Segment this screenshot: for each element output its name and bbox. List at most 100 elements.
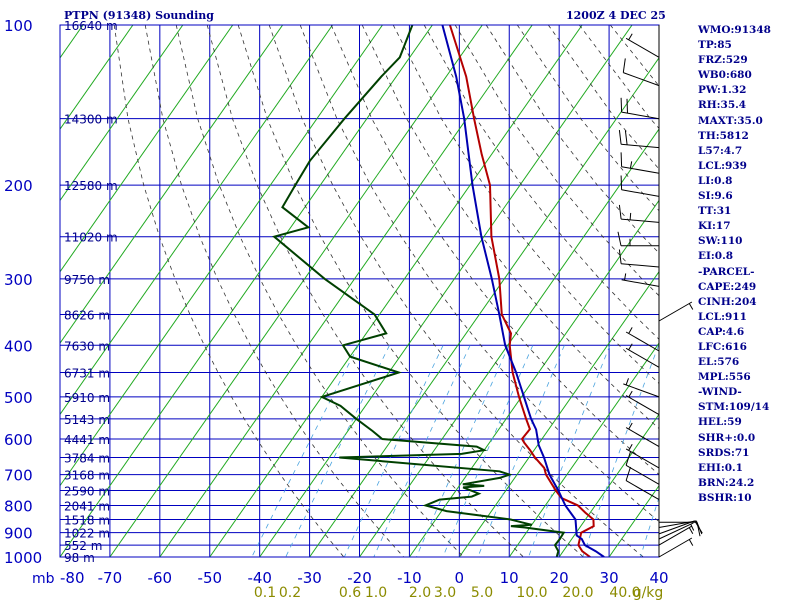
mixing-ratio-line	[251, 345, 359, 557]
skewed-isotherm	[159, 25, 533, 557]
index-item: FRZ:529	[698, 54, 748, 67]
wind-barb-flag	[625, 466, 631, 481]
temperature-tick-label: -40	[247, 569, 272, 587]
index-item: EHI:0.1	[698, 461, 743, 474]
wind-barb-half	[628, 444, 633, 451]
pressure-tick-label: 100	[4, 17, 33, 35]
wind-barb-flag	[618, 130, 622, 145]
height-label: 9750 m	[64, 273, 110, 287]
mixing-ratio-line	[477, 345, 565, 557]
wind-barb-shaft	[658, 520, 697, 528]
wind-barb-shaft	[621, 263, 660, 268]
mixing-ratio-line	[442, 345, 534, 557]
wind-barb	[658, 537, 694, 558]
index-item: LI:0.8	[698, 174, 733, 187]
temperature-tick-label: 0	[455, 569, 465, 587]
mixing-ratio-label: 0.6	[339, 585, 361, 600]
wind-barb-half	[629, 161, 633, 169]
skewed-isotherm	[60, 25, 284, 344]
skewed-isotherm	[60, 25, 433, 557]
index-item: CAPE:249	[698, 280, 757, 293]
wind-barb-shaft	[625, 347, 660, 368]
mixing-ratio-label: 5.0	[471, 585, 493, 600]
index-item: LCL:939	[698, 159, 747, 172]
grid-layer	[60, 25, 659, 557]
pressure-tick-label: 700	[4, 467, 33, 485]
skewed-isotherm	[109, 25, 483, 557]
wind-barb	[658, 301, 694, 322]
wind-barb	[625, 33, 660, 58]
wind-barb	[623, 378, 660, 398]
temperature-profile	[448, 25, 595, 557]
mixing-ratio-label: 20.0	[562, 585, 593, 600]
height-label: 3784 m	[64, 452, 110, 466]
index-item: MAXT:35.0	[698, 114, 763, 127]
index-item: SW:110	[698, 235, 743, 248]
pressure-tick-label: 1000	[4, 549, 42, 567]
wind-barb-half	[625, 378, 629, 386]
index-item: EL:576	[698, 356, 740, 369]
wind-barb-shaft	[658, 537, 693, 558]
index-item: SRDS:71	[698, 446, 750, 459]
pressure-unit-label: mb	[32, 571, 55, 587]
mixing-ratio-label: 10.0	[516, 585, 547, 600]
wind-barb-flag	[617, 231, 622, 246]
wind-barb	[621, 273, 660, 287]
wind-barb	[625, 466, 660, 501]
height-label: 12580 m	[64, 179, 118, 193]
index-item: TP:85	[698, 39, 732, 52]
wind-barb	[658, 525, 694, 546]
wind-barb-flag	[694, 520, 703, 534]
indices-panel: WMO:91348 TP:85 FRZ:529 WB0:680 PW:1.32 RH:35…	[698, 23, 771, 506]
wind-barb-shaft	[625, 448, 660, 469]
height-label: 1518 m	[64, 514, 110, 528]
sounding-datetime: 1200Z 4 DEC 25	[566, 9, 666, 22]
skewed-isotherm	[209, 25, 583, 557]
wind-barb	[620, 152, 660, 174]
wind-barb-half	[628, 343, 633, 351]
wind-barb-half	[688, 303, 694, 310]
mixing-ratio-line	[416, 345, 510, 557]
wind-barb-shaft	[621, 279, 660, 287]
wind-barb	[620, 175, 660, 197]
wind-barb	[658, 522, 695, 540]
dry-adiabat	[485, 25, 659, 254]
temperature-tick-label: -30	[297, 569, 322, 587]
wind-barb-shaft	[658, 520, 695, 535]
index-item: BSHR:10	[698, 491, 752, 504]
dry-adiabat	[237, 25, 584, 557]
mixing-ratio-label: 3.0	[434, 585, 456, 600]
height-label: 2041 m	[64, 499, 110, 513]
wind-barb-shaft	[621, 166, 660, 174]
wind-barb	[658, 520, 703, 535]
height-label: 11020 m	[64, 231, 118, 245]
skewed-isotherm	[558, 413, 659, 557]
index-item: WB0:680	[698, 69, 752, 82]
skewed-isotherm	[359, 128, 659, 557]
temperature-tick-label: -70	[98, 569, 123, 587]
temperature-tick-label: -50	[198, 569, 223, 587]
index-item: LCL:911	[698, 310, 747, 323]
wind-barb-flag	[624, 130, 628, 145]
pressure-tick-label: 600	[4, 431, 33, 449]
skewed-isotherm	[508, 342, 659, 557]
wind-barb-flag	[618, 249, 622, 264]
wind-barb-flag	[626, 98, 628, 114]
index-item: PW:1.32	[698, 84, 747, 97]
height-label: 7630 m	[64, 339, 110, 353]
wind-barb	[618, 130, 660, 149]
temperature-tick-label: -80	[60, 569, 85, 587]
wind-barb	[625, 451, 660, 485]
index-item: WMO:91348	[698, 24, 771, 36]
wind-barb-shaft	[658, 525, 693, 546]
index-item: -PARCEL-	[698, 265, 755, 278]
index-item: MPL:556	[698, 371, 751, 384]
wind-barb-half	[624, 273, 627, 281]
wind-barbs	[617, 25, 703, 558]
wind-barb-flag	[625, 451, 631, 466]
wind-barb-flag	[620, 152, 623, 167]
wind-barb	[617, 231, 659, 247]
pressure-tick-label: 300	[4, 271, 33, 289]
wind-barb-half	[629, 212, 632, 220]
